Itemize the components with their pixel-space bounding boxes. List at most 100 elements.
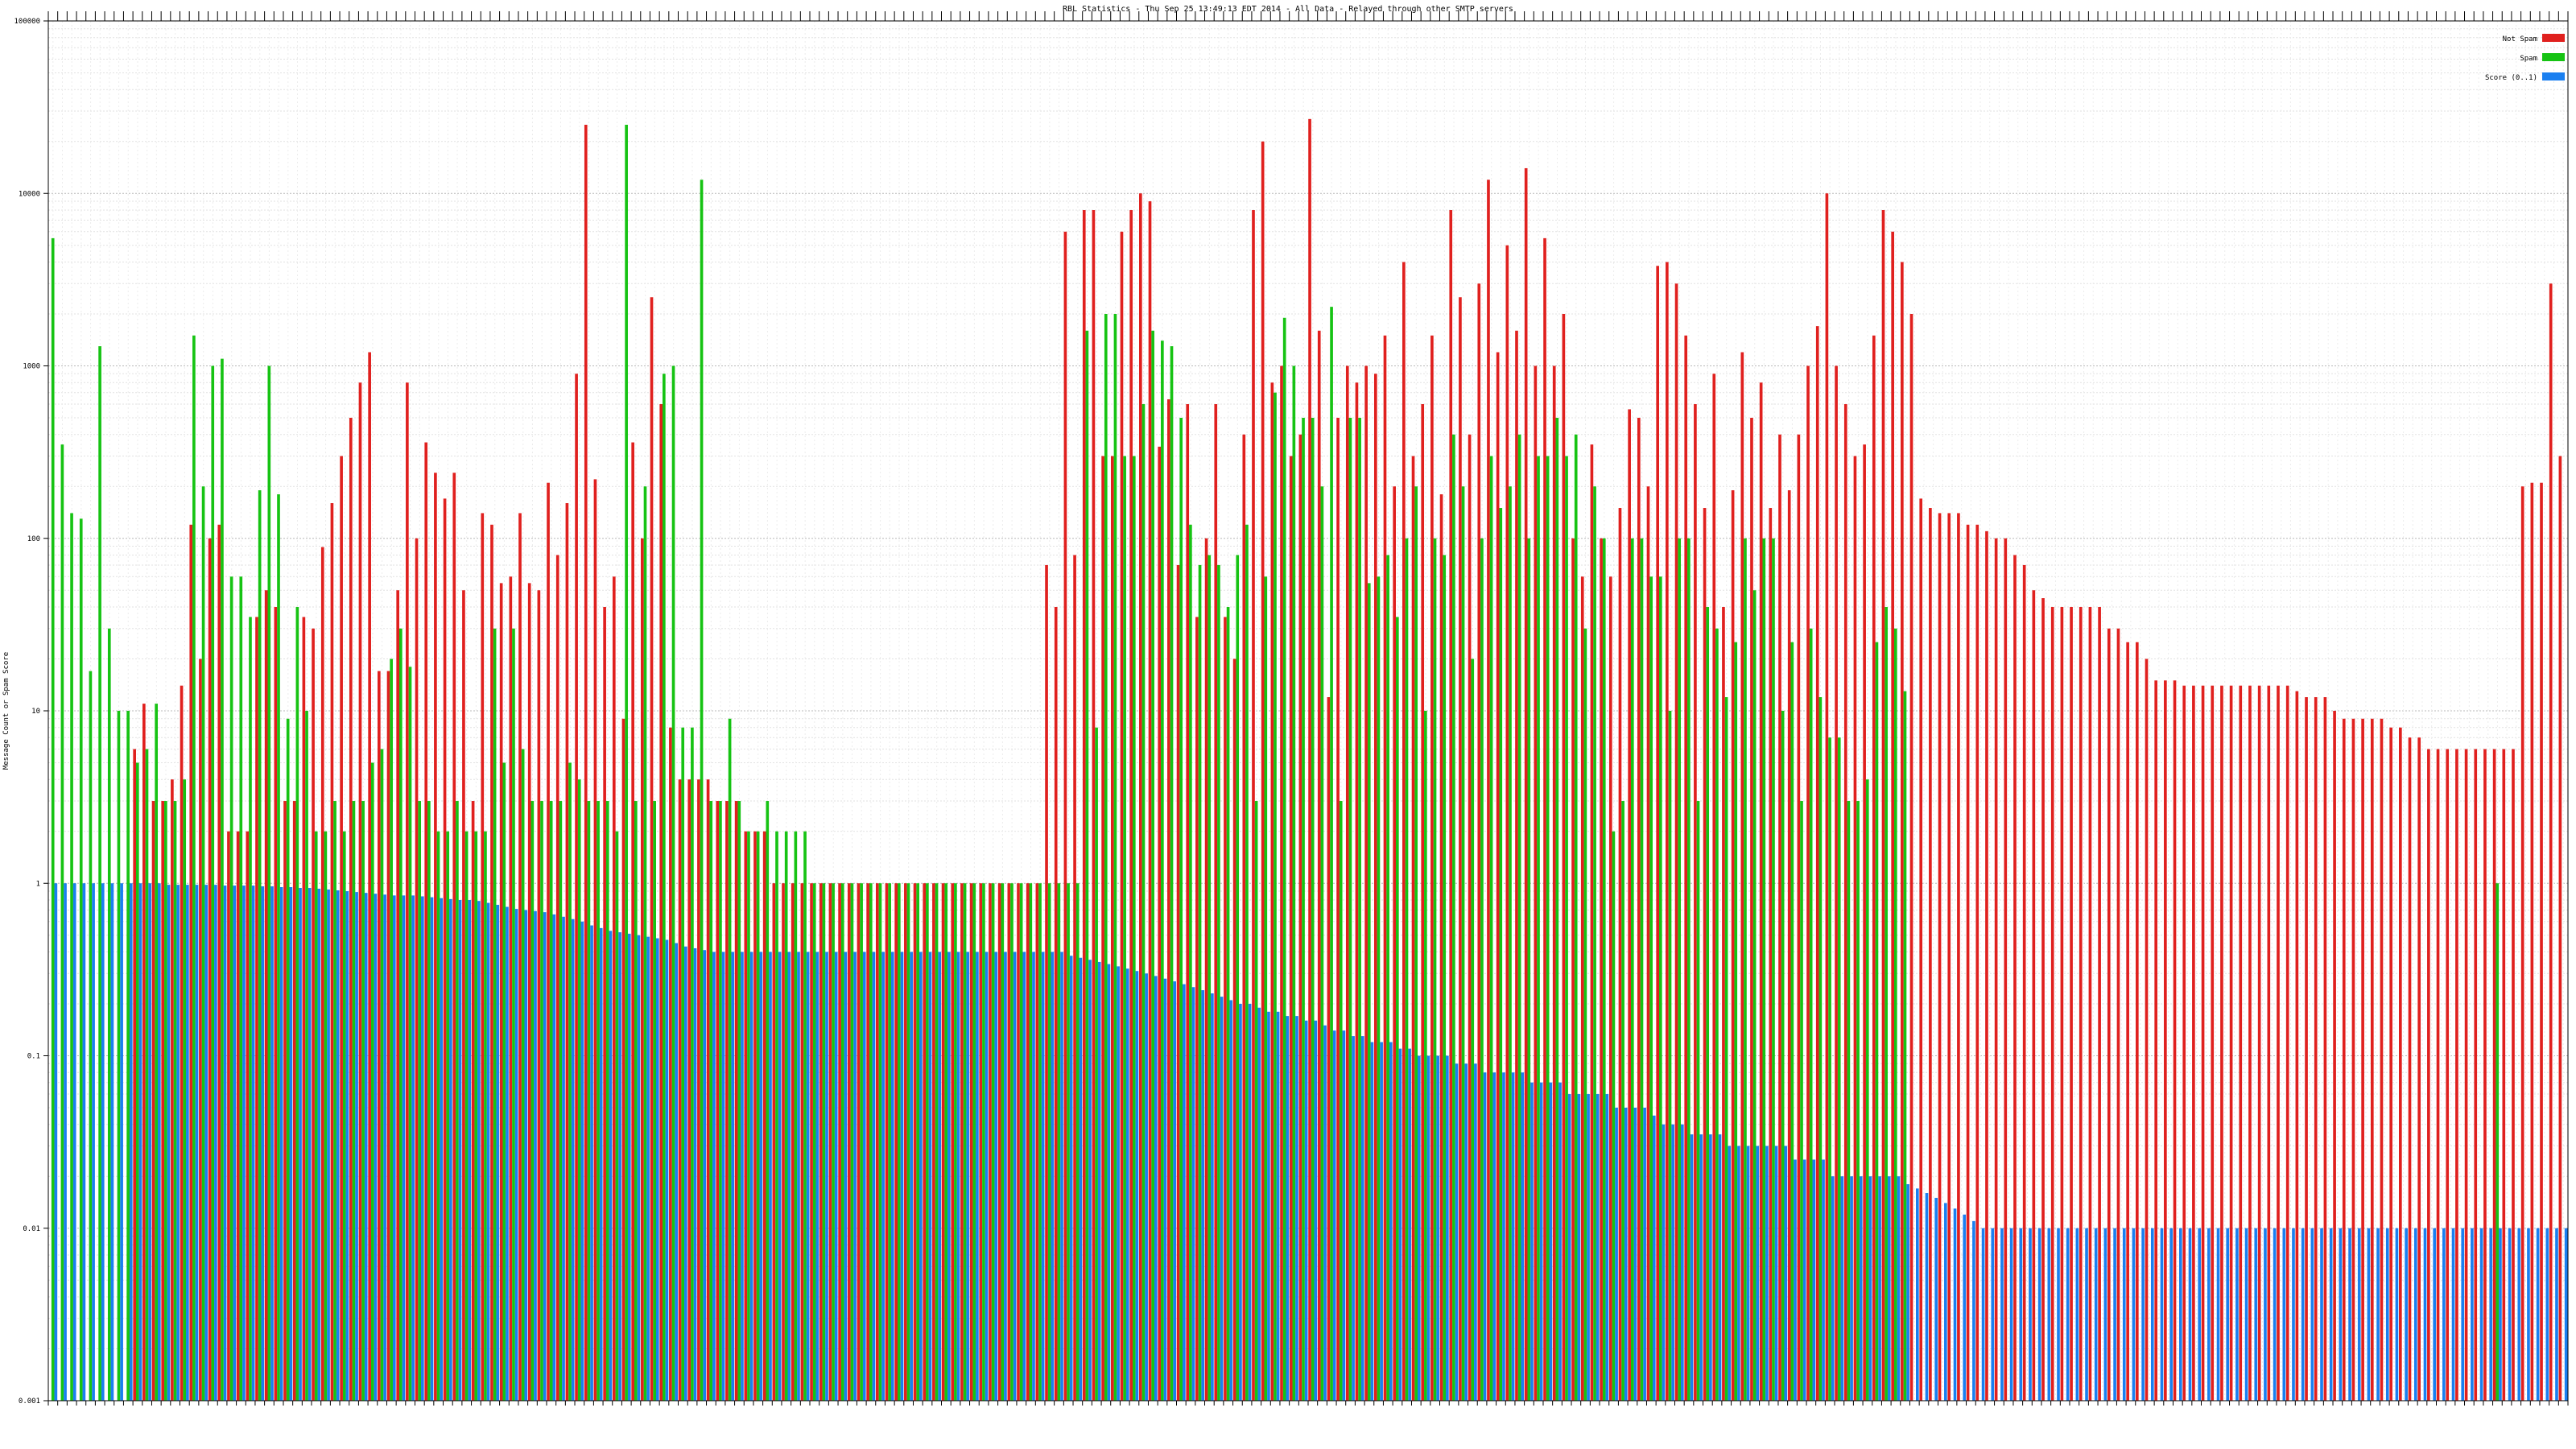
bar <box>1170 346 1174 1401</box>
bar <box>1621 801 1624 1401</box>
bar <box>158 883 161 1401</box>
bar <box>1740 352 1744 1402</box>
bar <box>1489 456 1493 1401</box>
bar <box>725 801 729 1401</box>
bar <box>2116 628 2120 1401</box>
bar <box>2277 685 2280 1401</box>
bar <box>1483 1072 1487 1401</box>
bar <box>2070 607 2073 1401</box>
bar <box>2314 697 2318 1401</box>
bar <box>148 883 151 1401</box>
bar <box>1953 1208 1957 1401</box>
bar <box>2545 1228 2549 1401</box>
bar <box>456 801 459 1401</box>
bar <box>201 486 205 1401</box>
bar <box>612 576 616 1401</box>
bar <box>697 779 700 1401</box>
bar <box>857 883 861 1401</box>
bar <box>1797 434 1801 1401</box>
bar <box>239 576 243 1401</box>
bar <box>60 444 64 1402</box>
bar <box>1402 262 1406 1401</box>
bar <box>2207 1228 2211 1401</box>
bar <box>227 831 230 1401</box>
bar <box>825 952 828 1401</box>
bar <box>1468 434 1472 1401</box>
bar <box>850 883 854 1401</box>
bar <box>1179 417 1183 1402</box>
bar <box>540 801 543 1401</box>
y-tick-labels: 100000 10000 1000 100 10 1 0.1 0.01 0.001 <box>14 18 40 1406</box>
bar <box>1684 335 1688 1401</box>
bar <box>894 883 898 1401</box>
bar <box>82 883 86 1401</box>
legend-swatch <box>2542 34 2565 42</box>
bar <box>317 889 321 1401</box>
bar <box>1148 201 1152 1401</box>
bar <box>2164 680 2167 1401</box>
bar <box>951 883 955 1401</box>
bar <box>1602 538 1606 1401</box>
bar <box>860 883 863 1401</box>
bar <box>2244 1228 2248 1401</box>
bar <box>1885 607 1888 1401</box>
bar <box>292 801 296 1401</box>
bar <box>1828 737 1831 1401</box>
bar <box>1794 1159 1797 1401</box>
bar <box>562 916 565 1401</box>
bar <box>997 883 1001 1401</box>
bar <box>2285 685 2289 1401</box>
bar <box>1088 960 1092 1401</box>
bar <box>481 513 485 1401</box>
bar <box>1865 779 1869 1401</box>
bar <box>1311 417 1315 1402</box>
bar <box>1802 1159 1806 1401</box>
bar <box>364 893 368 1401</box>
bar <box>621 718 625 1401</box>
bar <box>2530 482 2534 1401</box>
bar <box>1734 642 1738 1401</box>
bar <box>1336 417 1340 1402</box>
bar <box>471 801 475 1401</box>
bar <box>1455 1063 1459 1401</box>
bar <box>1373 374 1377 1402</box>
bar <box>2057 1228 2060 1401</box>
bar <box>1624 1107 1628 1401</box>
bar <box>406 382 409 1402</box>
bar <box>2423 1228 2427 1401</box>
bar <box>1919 498 1923 1401</box>
bar <box>741 952 744 1401</box>
bar <box>1574 434 1578 1401</box>
bar <box>700 180 704 1402</box>
legend-label: Score (0..1) <box>2485 74 2537 82</box>
bar <box>1035 883 1039 1401</box>
bar <box>1082 210 1086 1402</box>
bar <box>1004 952 1007 1401</box>
bar <box>709 801 713 1401</box>
bar <box>875 883 879 1401</box>
bar <box>634 801 638 1401</box>
bar <box>2512 749 2515 1401</box>
bar <box>2122 1228 2126 1401</box>
bar <box>966 952 970 1401</box>
bar <box>249 617 252 1401</box>
bar <box>2471 1228 2474 1401</box>
bar <box>192 335 196 1401</box>
bar <box>898 883 901 1401</box>
bar <box>214 885 217 1401</box>
bar <box>1706 607 1710 1401</box>
bar <box>208 538 212 1401</box>
bar <box>521 749 525 1401</box>
bar <box>402 895 406 1401</box>
bar <box>1367 583 1371 1401</box>
bar <box>969 883 973 1401</box>
bar <box>342 831 346 1401</box>
bar <box>336 890 340 1401</box>
bar <box>1815 326 1819 1401</box>
bar <box>1728 1146 1732 1401</box>
bar <box>1608 576 1612 1401</box>
bar <box>89 671 93 1401</box>
bar <box>138 883 142 1401</box>
bar <box>324 831 328 1401</box>
bar <box>691 727 694 1401</box>
